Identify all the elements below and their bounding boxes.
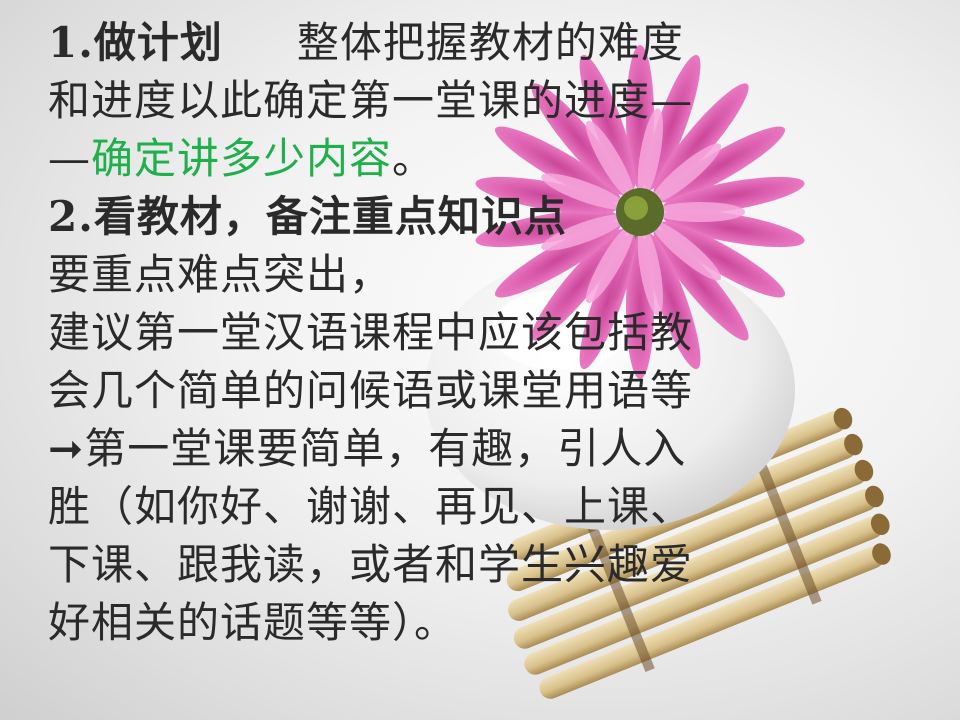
line-6: 建议第一堂汉语课程中应该包括教 [48, 308, 694, 357]
line-10: 下课、跟我读，或者和学生兴趣爱 [48, 540, 694, 589]
highlight-text: 确定讲多少内容 [91, 134, 393, 183]
step-1-desc: 整体把握教材的难度 [296, 18, 684, 67]
step-1-label: 1.做计划 [48, 18, 223, 67]
line-7: 会几个简单的问候语或课堂用语等 [48, 366, 694, 415]
line-8: ➞第一堂课要简单，有趣，引人入 [48, 424, 687, 473]
slide-text: 1.做计划 整体把握教材的难度 和进度以此确定第一堂课的进度— —确定讲多少内容。… [48, 14, 808, 652]
line-11: 好相关的话题等等）。 [48, 598, 458, 647]
line-2: 和进度以此确定第一堂课的进度— [48, 76, 694, 125]
arrow-right-icon: ➞ [48, 424, 85, 473]
line-1: 1.做计划 整体把握教材的难度 [48, 14, 808, 72]
line-5: 要重点难点突出， [48, 250, 393, 299]
line-3: —确定讲多少内容。 [48, 134, 436, 183]
step-2-label: 2.看教材，备注重点知识点 [48, 192, 567, 241]
pink-daisy [475, 45, 805, 379]
line-9: 胜（如你好、谢谢、再见、上课、 [48, 482, 694, 531]
